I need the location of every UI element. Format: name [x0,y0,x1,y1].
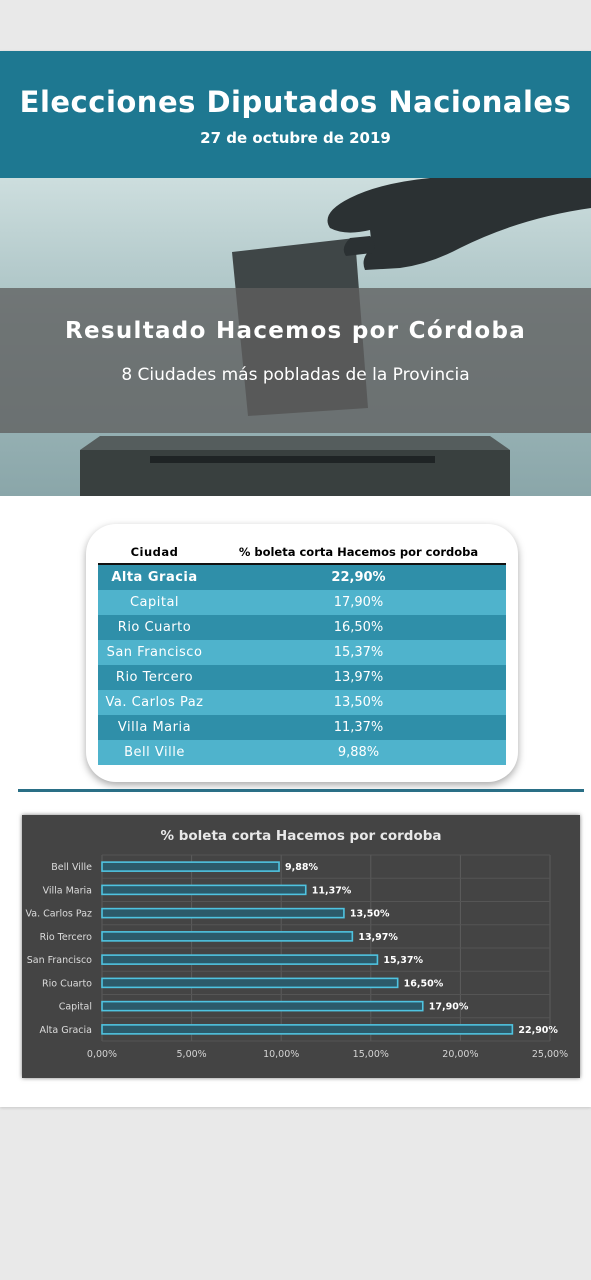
city-cell: Alta Gracia [111,570,198,585]
category-label: Rio Cuarto [42,978,92,989]
banner-title: Resultado Hacemos por Córdoba [64,318,527,344]
x-tick-label: 5,00% [177,1049,207,1060]
percent-cell: 13,97% [333,670,384,685]
results-table-frame: Ciudad % boleta corta Hacemos por cordob… [86,524,518,782]
x-tick-label: 15,00% [353,1049,389,1060]
header-band: Elecciones Diputados Nacionales 27 de oc… [0,51,591,178]
value-label: 15,37% [383,955,423,966]
chart-category-labels: Bell Ville Villa Maria Va. Carlos Paz Rio T… [25,862,92,1036]
chart-grid [101,854,551,1042]
bar [101,931,354,942]
category-label: Capital [59,1002,92,1013]
chart-x-tick-labels: 0,00% 5,00% 10,00% 15,00% 20,00% 25,00% [87,1049,568,1060]
value-label: 13,97% [358,932,398,943]
column-header-percent: % boleta corta Hacemos por cordoba [238,544,479,559]
section-divider [18,789,584,792]
chart-value-labels: 9,88% 11,37% 13,50% 13,97% 15,37% 16,50% 17,90… [285,862,558,1036]
chart-title: % boleta corta Hacemos por cordoba [161,828,442,844]
percent-cell: 15,37% [333,645,384,660]
table-row: Rio Cuarto 16,50% [98,615,506,640]
city-cell: Va. Carlos Paz [105,695,204,710]
value-label: 13,50% [350,909,390,920]
value-label: 17,90% [429,1002,469,1013]
city-cell: San Francisco [106,645,203,660]
city-cell: Rio Tercero [115,670,194,685]
table-row: Bell Ville 9,88% [98,740,506,765]
category-label: Alta Gracia [40,1025,92,1036]
percent-cell: 11,37% [333,720,384,735]
city-cell: Capital [129,595,180,610]
value-label: 11,37% [312,885,352,896]
table-row: Alta Gracia 22,90% [98,565,506,590]
percent-cell: 22,90% [331,570,386,585]
results-banner: Resultado Hacemos por Córdoba 8 Ciudades… [0,288,591,433]
table-row: Va. Carlos Paz 13,50% [98,690,506,715]
header-title: Elecciones Diputados Nacionales [19,85,572,119]
bar [101,1000,424,1012]
value-label: 9,88% [285,862,318,873]
bar [101,977,399,989]
city-cell: Rio Cuarto [117,620,192,635]
table-row: Capital 17,90% [98,590,506,615]
category-label: San Francisco [27,955,92,966]
column-header-city: Ciudad [130,544,179,559]
x-tick-label: 25,00% [532,1049,568,1060]
ballot-photo: Resultado Hacemos por Córdoba 8 Ciudades… [0,178,591,496]
x-tick-label: 0,00% [87,1049,117,1060]
bar [101,954,379,965]
category-label: Bell Ville [51,862,92,873]
category-label: Rio Tercero [40,932,93,943]
city-cell: Villa Maria [117,720,192,735]
percent-cell: 17,90% [333,595,384,610]
chart-bars [101,861,514,1035]
bar [101,1024,514,1035]
bar-chart-svg: % boleta corta Hacemos por cordoba Bell … [25,828,568,1060]
infographic-card: Elecciones Diputados Nacionales 27 de oc… [0,51,591,1107]
x-tick-label: 10,00% [263,1049,299,1060]
category-label: Va. Carlos Paz [25,909,92,920]
bar [101,884,307,896]
percent-cell: 9,88% [337,745,380,760]
table-header: Ciudad % boleta corta Hacemos por cordob… [98,540,506,565]
results-table: Ciudad % boleta corta Hacemos por cordob… [98,540,506,765]
bar [101,861,280,872]
percent-cell: 13,50% [333,695,384,710]
city-cell: Bell Ville [124,745,185,760]
bar [101,907,345,919]
x-tick-label: 20,00% [442,1049,478,1060]
percent-cell: 16,50% [333,620,384,635]
banner-subtitle: 8 Ciudades más pobladas de la Provincia [121,365,470,385]
table-row: Rio Tercero 13,97% [98,665,506,690]
value-label: 16,50% [404,978,444,989]
bar-chart: % boleta corta Hacemos por cordoba Bell … [22,815,580,1078]
table-row: Villa Maria 11,37% [98,715,506,740]
header-date: 27 de octubre de 2019 [200,129,391,147]
value-label: 22,90% [518,1025,558,1036]
category-label: Villa Maria [43,885,92,896]
table-row: San Francisco 15,37% [98,640,506,665]
